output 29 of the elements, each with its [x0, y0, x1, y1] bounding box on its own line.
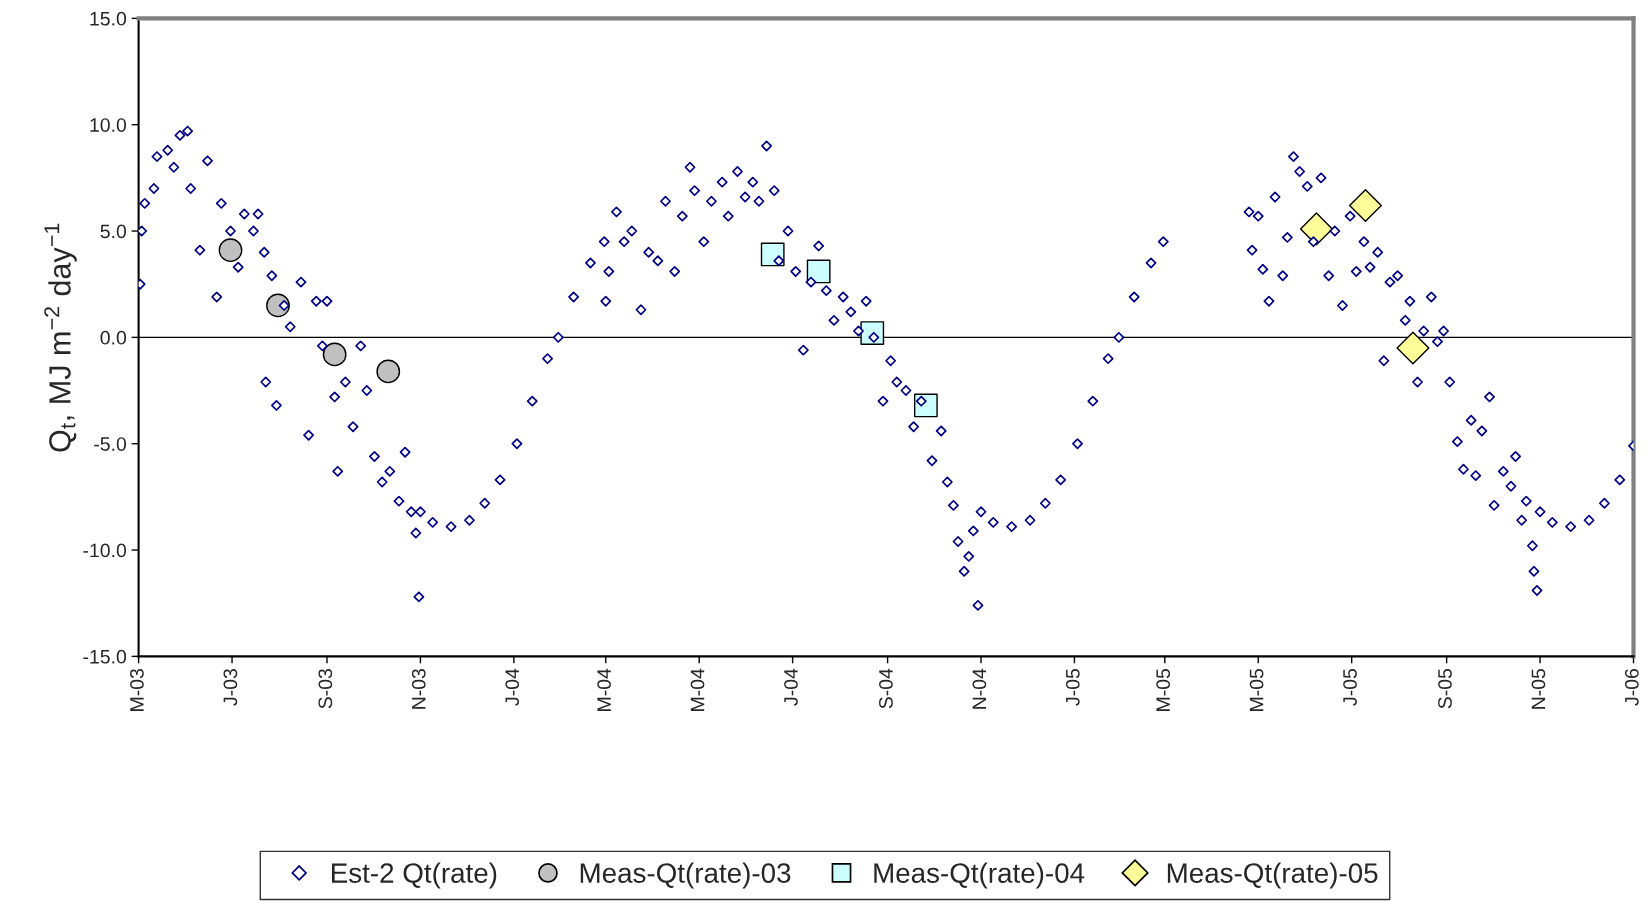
- y-tick-label: 10.0: [90, 118, 127, 132]
- x-tick-label: N-05: [1531, 668, 1546, 709]
- y-tick-label: -5.0: [94, 437, 127, 451]
- y-tick-label: -10.0: [83, 543, 127, 558]
- x-tick-label: J-04: [784, 668, 798, 706]
- x-tick-label: N-04: [972, 668, 987, 709]
- y-tick-label: 15.0: [90, 11, 127, 26]
- x-tick-label: M-05: [1249, 668, 1264, 711]
- x-tick-label: M-03: [130, 669, 144, 711]
- x-tick-label: M-05: [1156, 668, 1171, 711]
- legend-label: Meas-Qt(rate)-03: [580, 862, 791, 889]
- x-tick-label: M-04: [690, 668, 705, 711]
- y-tick-label: 0.0: [100, 330, 127, 345]
- x-tick-label: J-04: [505, 668, 520, 706]
- y-tick-label: 5.0: [100, 224, 127, 239]
- x-tick-label: S-05: [1438, 668, 1452, 709]
- x-tick-label: S-04: [879, 668, 893, 709]
- x-tick-label: N-03: [411, 669, 426, 709]
- y-tick-label: -15.0: [83, 649, 127, 664]
- y-axis-title: Q$_{t}$, MJ m$^{−2}$ day$^{−1}$: [44, 223, 77, 452]
- legend-label: Meas-Qt(rate)-04: [874, 862, 1085, 889]
- x-tick-label: J-05: [1343, 668, 1357, 706]
- legend-label: Meas-Qt(rate)-05: [1167, 862, 1378, 889]
- x-tick-label: J-03: [223, 669, 238, 706]
- x-tick-label: J-06: [1624, 669, 1639, 706]
- legend-label: Est-2 Qt(rate): [332, 862, 497, 889]
- x-tick-label: J-05: [1065, 668, 1080, 706]
- x-tick-label: M-04: [597, 668, 611, 711]
- x-tick-label: S-03: [318, 669, 333, 709]
